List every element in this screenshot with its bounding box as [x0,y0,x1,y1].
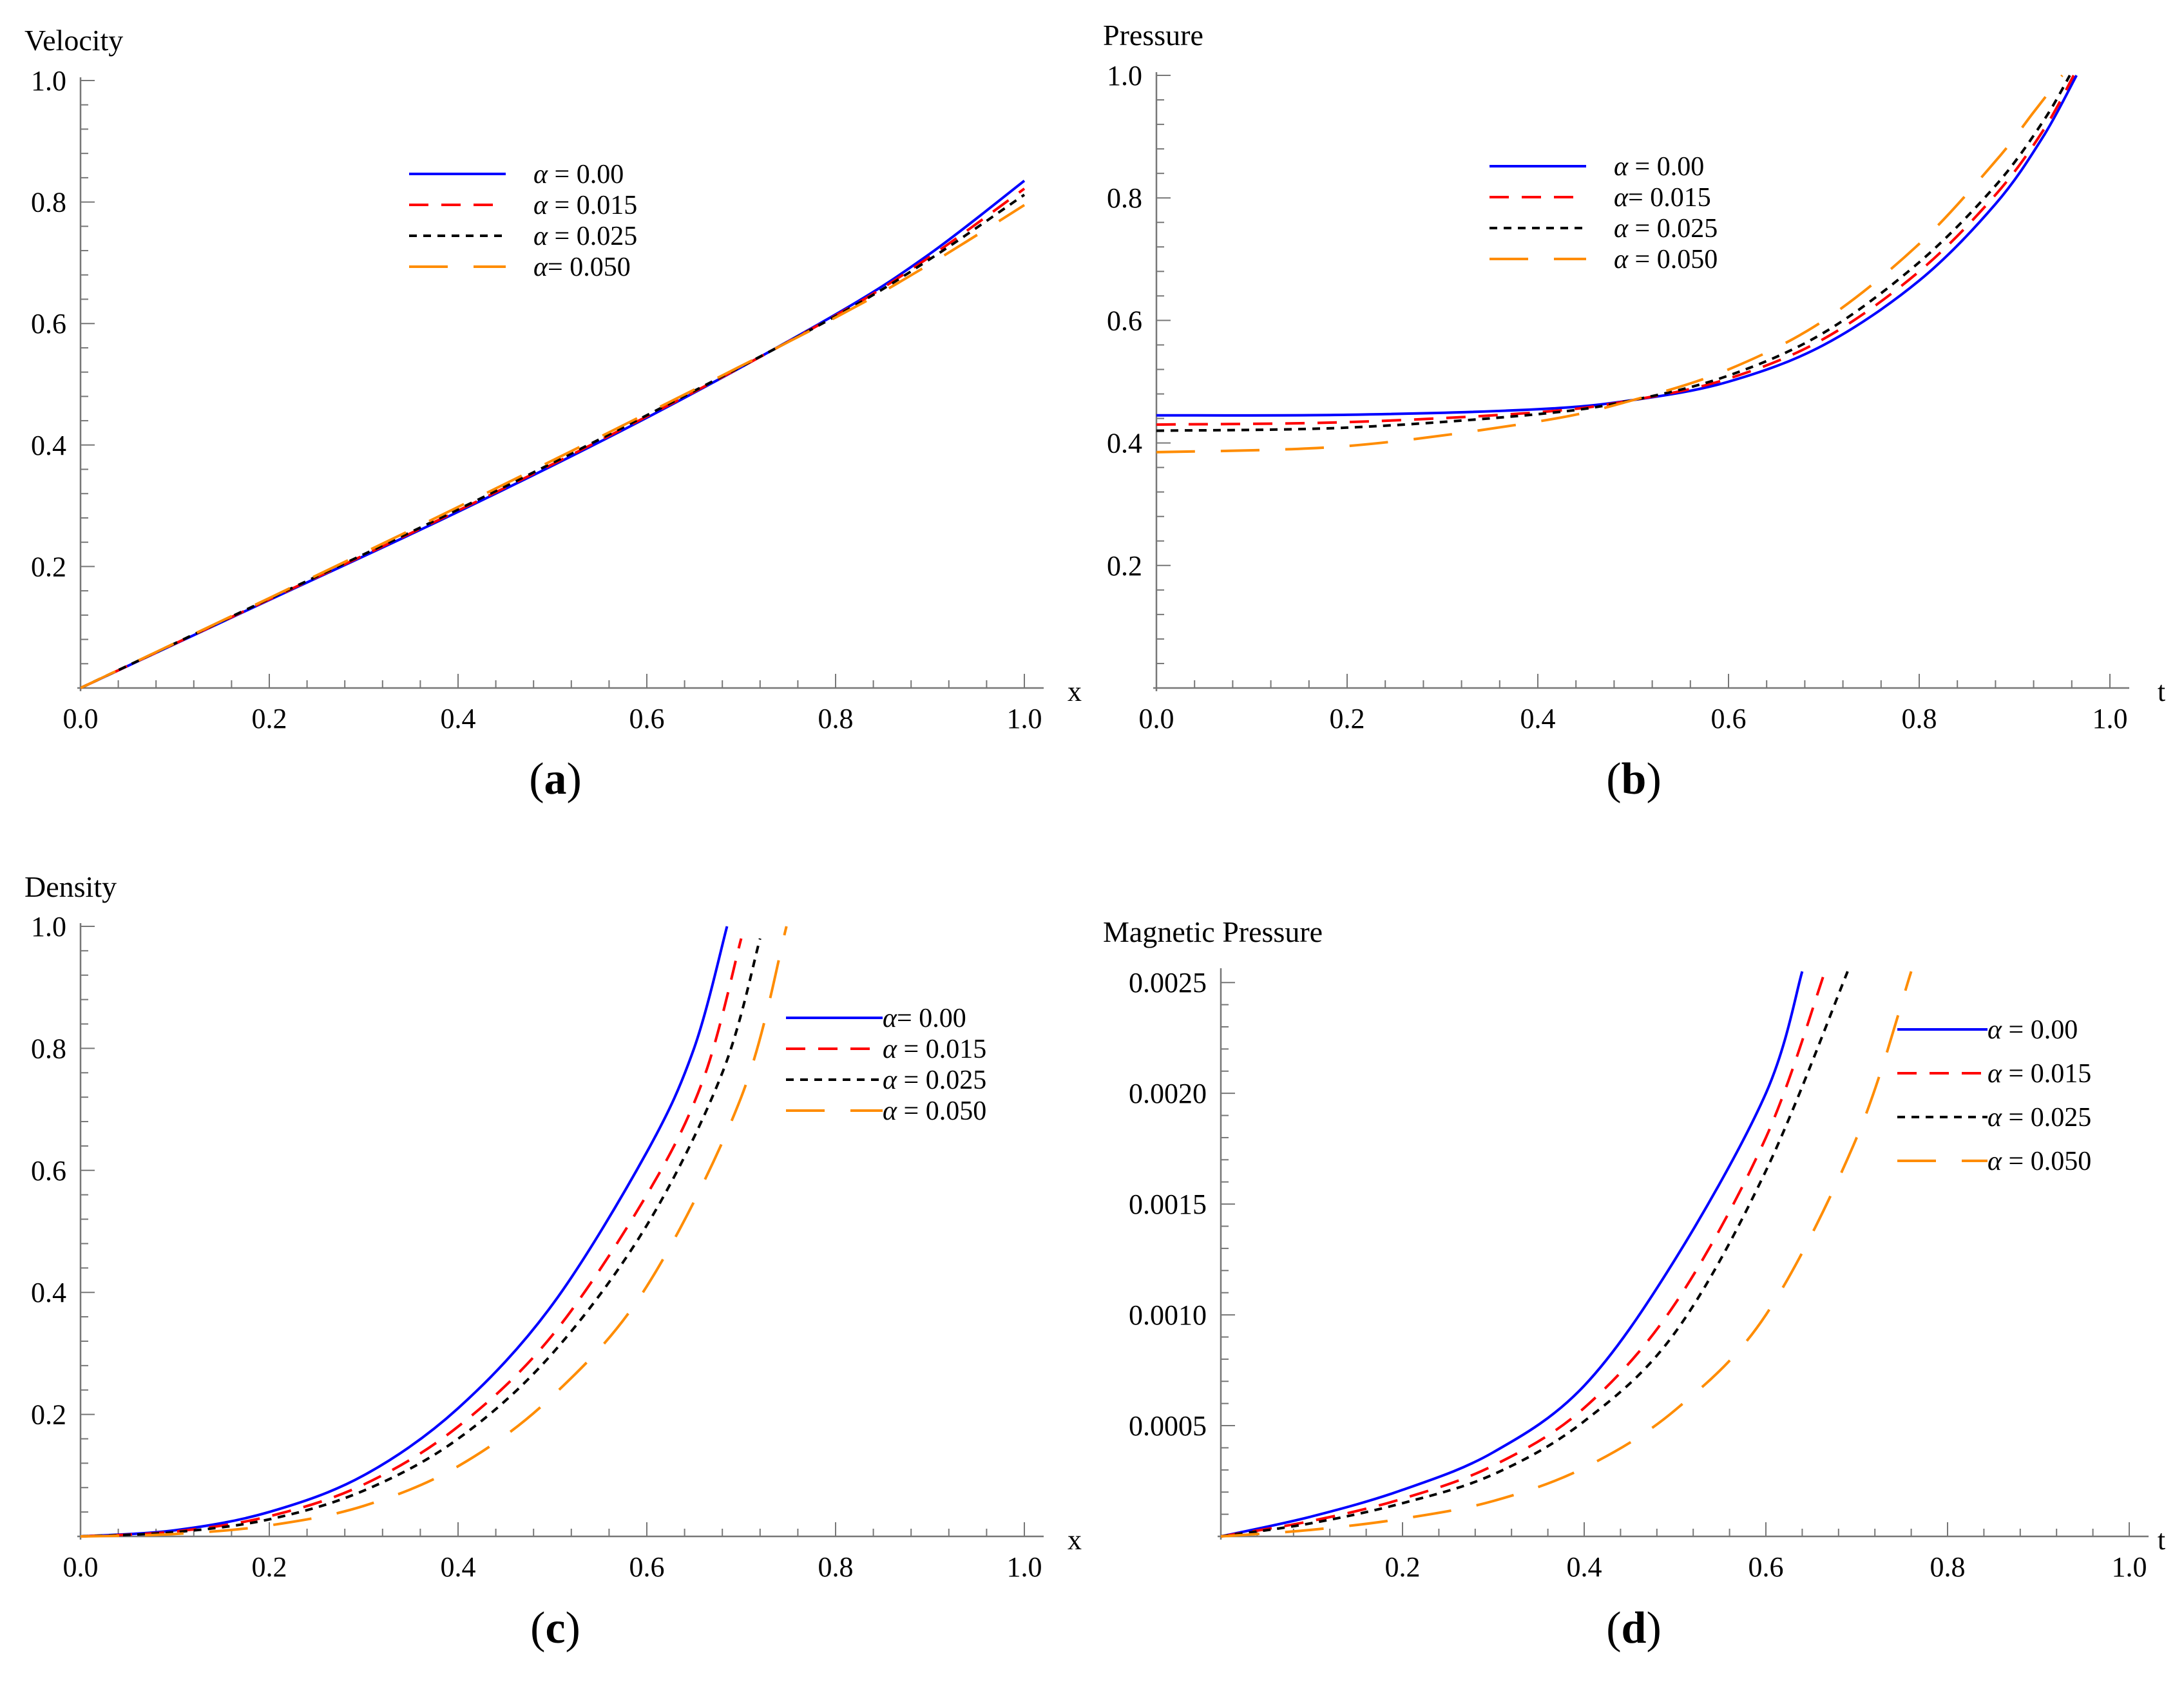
series-line-1 [81,938,743,1538]
legend-label-2: α = 0.025 [1988,1103,2091,1132]
x-tick-label: 1.0 [1007,1551,1042,1583]
x-axis-label: t [2158,1524,2165,1556]
x-axis-label: t [2158,676,2165,707]
y-tick-label: 0.6 [1107,305,1142,336]
y-tick-label: 0.8 [1107,182,1142,214]
x-axis-label: x [1068,1524,1082,1556]
series-line-1 [1221,971,1826,1538]
y-tick-label: 0.6 [31,308,66,339]
y-tick-label: 0.0025 [1129,967,1207,999]
x-tick-label: 1.0 [1007,703,1042,734]
legend-label-1: α = 0.015 [883,1035,986,1064]
x-tick-label: 0.2 [252,1551,287,1583]
panel-label: (c) [530,1603,580,1653]
y-tick-label: 0.2 [1107,550,1142,582]
x-tick-label: 0.6 [1711,703,1747,734]
x-tick-label: 0.6 [629,1551,665,1583]
series-line-3 [1221,971,1913,1538]
x-tick-label: 0.4 [441,1551,476,1583]
y-tick-label: 0.4 [31,430,66,461]
panel-label: (d) [1606,1603,1662,1653]
chart-title: Density [24,870,117,903]
series-line-3 [81,204,1026,689]
x-tick-label: 0.0 [63,1551,99,1583]
x-tick-label: 1.0 [2093,703,2128,734]
legend-label-0: α = 0.00 [1614,152,1704,182]
x-tick-label: 0.0 [1139,703,1174,734]
x-tick-label: 1.0 [2112,1551,2147,1583]
x-tick-label: 0.2 [1330,703,1365,734]
legend-label-1: α = 0.015 [533,191,637,220]
series-line-2 [1156,74,2071,432]
legend-label-3: α = 0.050 [1988,1147,2091,1176]
panel-b-pressure: 0.0 0.2 0.4 0.6 0.8 1.0 0.2 0.4 0.6 0.8 1.0 Pressur… [1103,19,2165,804]
y-tick-label: 1.0 [31,911,66,942]
y-tick-label: 0.0010 [1129,1299,1207,1331]
y-tick-label: 0.2 [31,1399,66,1431]
x-axis-label: x [1068,676,1082,707]
x-tick-label: 0.6 [629,703,665,734]
panel-c-density: 0.0 0.2 0.4 0.6 0.8 1.0 0.2 0.4 0.6 0.8 1.0 Density… [24,870,1082,1653]
legend-label-3: α= 0.050 [533,253,631,282]
chart-title: Velocity [24,24,123,57]
y-tick-label: 0.4 [31,1277,66,1308]
legend-label-2: α = 0.025 [533,222,637,251]
y-tick-label: 0.8 [31,1033,66,1064]
y-tick-label: 0.6 [31,1155,66,1187]
x-tick-label: 0.8 [1902,703,1937,734]
y-tick-label: 0.4 [1107,428,1142,459]
series-line-2 [81,938,762,1538]
legend-label-1: α= 0.015 [1614,183,1711,213]
legend-label-1: α = 0.015 [1988,1059,2091,1089]
x-tick-label: 0.4 [1567,1551,1602,1583]
legend-label-0: α= 0.00 [883,1004,966,1033]
x-tick-label: 0.0 [63,703,99,734]
panel-label: (a) [529,754,582,804]
series-line-1 [1156,75,2075,426]
legend-label-3: α = 0.050 [883,1096,986,1126]
series-line-2 [1221,971,1849,1538]
x-tick-label: 0.4 [441,703,476,734]
x-tick-label: 0.4 [1520,703,1556,734]
panel-d-magnetic-pressure: 0.2 0.4 0.6 0.8 1.0 0.0005 0.0010 0.0015 0.0020 0… [1103,915,2165,1653]
x-tick-label: 0.8 [1930,1551,1966,1583]
y-tick-label: 1.0 [31,65,66,97]
x-tick-label: 0.6 [1748,1551,1784,1583]
legend-label-0: α = 0.00 [533,160,624,189]
legend-label-3: α = 0.050 [1614,245,1718,274]
panel-a-velocity: 0.0 0.2 0.4 0.6 0.8 1.0 0.2 0.4 0.6 0.8 1.0 Velocit… [24,24,1082,804]
legend-label-2: α = 0.025 [1614,214,1718,244]
series-line-3 [1156,74,2064,454]
x-tick-label: 0.2 [252,703,287,734]
series-line-0 [1221,971,1804,1538]
legend-label-2: α = 0.025 [883,1066,986,1095]
y-tick-label: 0.8 [31,187,66,218]
legend-label-0: α = 0.00 [1988,1015,2078,1045]
panel-label: (b) [1606,754,1662,804]
series-line-3 [81,926,788,1538]
y-tick-label: 0.0015 [1129,1189,1207,1220]
y-tick-label: 1.0 [1107,60,1142,91]
y-tick-label: 0.2 [31,551,66,582]
chart-title: Magnetic Pressure [1103,915,1323,948]
x-tick-label: 0.2 [1385,1551,1421,1583]
y-tick-label: 0.0005 [1129,1410,1207,1442]
chart-title: Pressure [1103,19,1203,52]
series-line-0 [1156,75,2078,417]
series-line-0 [81,926,729,1538]
x-tick-label: 0.8 [818,1551,854,1583]
y-tick-label: 0.0020 [1129,1078,1207,1109]
x-tick-label: 0.8 [818,703,854,734]
